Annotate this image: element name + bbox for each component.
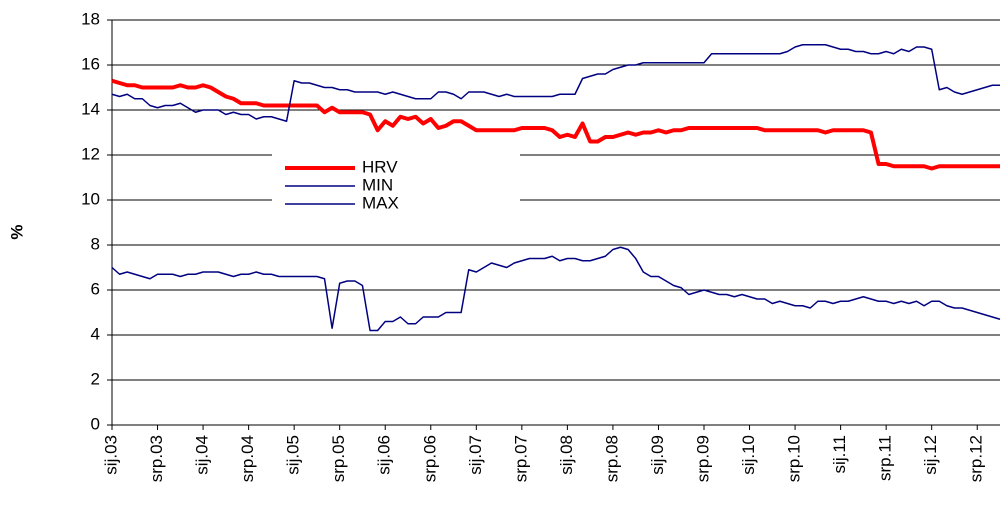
x-tick-label: srp.12: [967, 435, 986, 482]
x-tick-label: sij.03: [101, 435, 120, 475]
x-tick-label: srp.10: [785, 435, 804, 482]
x-tick-label: sij.08: [557, 435, 576, 475]
x-tick-label: sij.04: [193, 435, 212, 475]
x-tick-label: sij.07: [466, 435, 485, 475]
series-line: [111, 44, 1000, 122]
legend-box: [272, 150, 520, 218]
y-axis-label: %: [7, 224, 26, 239]
y-tick-label: 8: [91, 234, 100, 253]
x-tick-label: sij.11: [830, 435, 849, 473]
y-tick-label: 12: [81, 144, 100, 163]
series-line: [111, 246, 1001, 332]
y-tick-label: 10: [81, 189, 100, 208]
series-line: [111, 78, 1000, 171]
legend-label: MIN: [362, 175, 393, 194]
legend-label: MAX: [362, 193, 399, 212]
x-tick-label: srp.08: [602, 435, 621, 482]
x-tick-label: sij.12: [921, 435, 940, 475]
y-tick-label: 18: [81, 9, 100, 28]
x-tick-label: srp.09: [693, 435, 712, 482]
x-tick-label: sij.05: [284, 435, 303, 475]
x-tick-label: srp.06: [420, 435, 439, 482]
x-tick-label: srp.07: [511, 435, 530, 482]
legend-label: HRV: [362, 157, 398, 176]
x-tick-label: sij.06: [375, 435, 394, 475]
y-tick-label: 4: [91, 324, 100, 343]
x-tick-label: srp.04: [238, 435, 257, 482]
x-tick-label: srp.11: [876, 435, 895, 481]
x-tick-label: srp.03: [147, 435, 166, 482]
x-tick-label: sij.09: [648, 435, 667, 475]
y-tick-label: 16: [81, 54, 100, 73]
y-tick-label: 2: [91, 369, 100, 388]
y-tick-label: 0: [91, 414, 100, 433]
x-tick-label: srp.05: [329, 435, 348, 482]
y-tick-label: 14: [81, 99, 100, 118]
y-tick-label: 6: [91, 279, 100, 298]
x-tick-label: sij.10: [739, 435, 758, 475]
